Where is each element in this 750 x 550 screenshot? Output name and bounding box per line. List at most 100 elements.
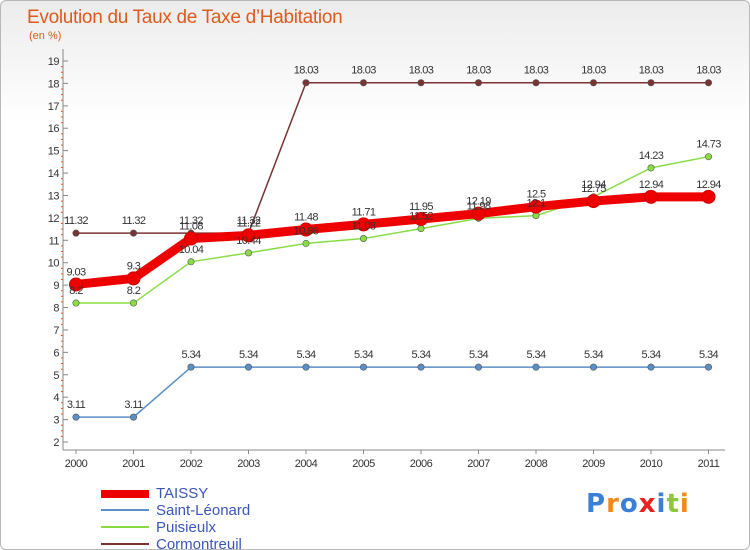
data-label: 14.23 <box>639 150 664 162</box>
y-tick-label: 10 <box>48 258 60 270</box>
data-point <box>586 194 601 209</box>
data-label: 12.94 <box>696 179 721 191</box>
legend-swatch-taissy <box>101 490 149 498</box>
x-tick-label: 2004 <box>295 458 318 470</box>
data-point <box>471 206 486 221</box>
data-point <box>299 222 313 237</box>
data-label: 3.11 <box>67 399 86 411</box>
data-label: 12.19 <box>466 196 491 208</box>
data-point <box>245 249 253 257</box>
data-point <box>529 199 543 214</box>
data-label: 5.34 <box>296 349 315 361</box>
data-point <box>359 235 367 243</box>
data-point <box>302 239 310 247</box>
x-tick-label: 2007 <box>467 458 490 470</box>
data-point <box>130 413 138 421</box>
data-label: 12.5 <box>526 189 545 201</box>
data-label: 14.73 <box>696 139 721 151</box>
y-tick-label: 2 <box>53 437 59 449</box>
data-point <box>647 164 655 172</box>
data-label: 18.03 <box>639 65 664 77</box>
data-point <box>302 363 310 371</box>
data-label: 12.75 <box>581 183 606 195</box>
x-tick-label: 2001 <box>122 458 145 470</box>
x-tick-label: 2009 <box>582 458 605 470</box>
data-label: 5.34 <box>469 349 488 361</box>
y-tick-label: 8 <box>53 303 59 315</box>
data-point <box>72 229 80 237</box>
data-label: 11.32 <box>179 215 203 227</box>
data-point <box>126 271 141 286</box>
data-point <box>359 363 367 371</box>
legend-item-taissy: TAISSY <box>101 485 321 503</box>
y-tick-label: 6 <box>53 347 59 359</box>
y-tick-label: 12 <box>48 213 60 225</box>
data-point <box>69 277 83 292</box>
y-tick-label: 14 <box>48 168 60 180</box>
y-tick-label: 15 <box>48 146 60 158</box>
data-label: 12.1 <box>526 198 545 210</box>
data-point <box>589 363 597 371</box>
legend-item-saint-leonard: Saint-Léonard <box>101 502 321 520</box>
data-point <box>704 363 712 371</box>
data-label: 9.03 <box>66 266 85 278</box>
y-tick-label: 9 <box>53 280 59 292</box>
y-tick-label: 19 <box>48 56 60 68</box>
series-line-cormontreuil <box>75 81 710 234</box>
data-label: 8.2 <box>127 285 141 297</box>
x-tick-label: 2011 <box>698 458 720 470</box>
proxiti-logo: Proxiti <box>586 489 690 519</box>
legend-label-puisieulx: Puisieulx <box>156 519 217 536</box>
data-point <box>417 363 425 371</box>
data-point <box>359 79 367 87</box>
data-label: 11.08 <box>352 221 376 233</box>
data-point <box>647 79 655 87</box>
data-point <box>356 217 371 232</box>
data-point <box>187 363 195 371</box>
data-label: 18.03 <box>581 65 606 77</box>
data-label: 11.95 <box>409 201 433 213</box>
data-point <box>474 79 482 87</box>
data-label: 11.32 <box>237 215 261 227</box>
data-label: 18.03 <box>466 65 491 77</box>
data-label: 3.11 <box>124 399 143 411</box>
data-label: 18.03 <box>696 65 721 77</box>
series-line-puisieulx <box>75 155 710 304</box>
data-label: 5.34 <box>641 349 660 361</box>
data-label: 10.04 <box>179 244 204 256</box>
data-point <box>701 189 716 204</box>
data-point <box>644 189 658 204</box>
data-point <box>474 363 482 371</box>
data-point <box>414 212 428 227</box>
legend-label-saint-leonard: Saint-Léonard <box>156 502 251 519</box>
data-label: 10.44 <box>236 235 261 247</box>
data-label: 5.34 <box>181 349 200 361</box>
data-point <box>130 299 138 307</box>
data-label: 18.03 <box>294 65 319 77</box>
data-point <box>417 79 425 87</box>
data-point <box>187 258 195 266</box>
data-point <box>241 228 256 243</box>
data-label: 9.3 <box>127 260 141 272</box>
data-point <box>130 229 138 237</box>
series-line-saint-léonard <box>75 366 710 418</box>
data-label: 5.34 <box>526 349 545 361</box>
legend-swatch-saint-leonard <box>101 509 149 511</box>
legend-swatch-puisieulx <box>101 526 149 528</box>
legend-swatch-cormontreuil <box>101 543 149 545</box>
x-tick-label: 2008 <box>525 458 548 470</box>
x-tick-label: 2005 <box>352 458 375 470</box>
x-tick-label: 2010 <box>640 458 663 470</box>
data-label: 5.34 <box>699 349 718 361</box>
data-point <box>589 79 597 87</box>
data-label: 11.32 <box>64 215 88 227</box>
x-tick-label: 2000 <box>65 458 88 470</box>
data-point <box>245 363 253 371</box>
data-label: 18.03 <box>524 65 549 77</box>
data-point <box>302 79 310 87</box>
data-label: 11.71 <box>352 206 376 218</box>
y-tick-label: 4 <box>53 392 59 404</box>
y-tick-label: 11 <box>49 235 60 247</box>
legend-label-taissy: TAISSY <box>156 485 209 502</box>
